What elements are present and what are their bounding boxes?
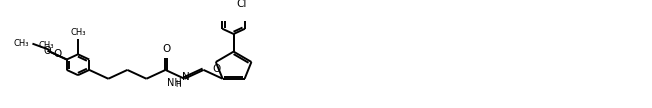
Text: N: N [182,72,189,82]
Text: O: O [162,44,170,54]
Text: O: O [213,64,221,74]
Text: O: O [44,46,52,56]
Text: CH₃: CH₃ [39,41,54,50]
Text: H: H [175,80,181,89]
Text: NH: NH [167,78,181,88]
Text: Cl: Cl [237,0,247,9]
Text: O: O [53,49,61,59]
Text: CH₃: CH₃ [14,39,29,48]
Text: CH₃: CH₃ [70,28,86,37]
